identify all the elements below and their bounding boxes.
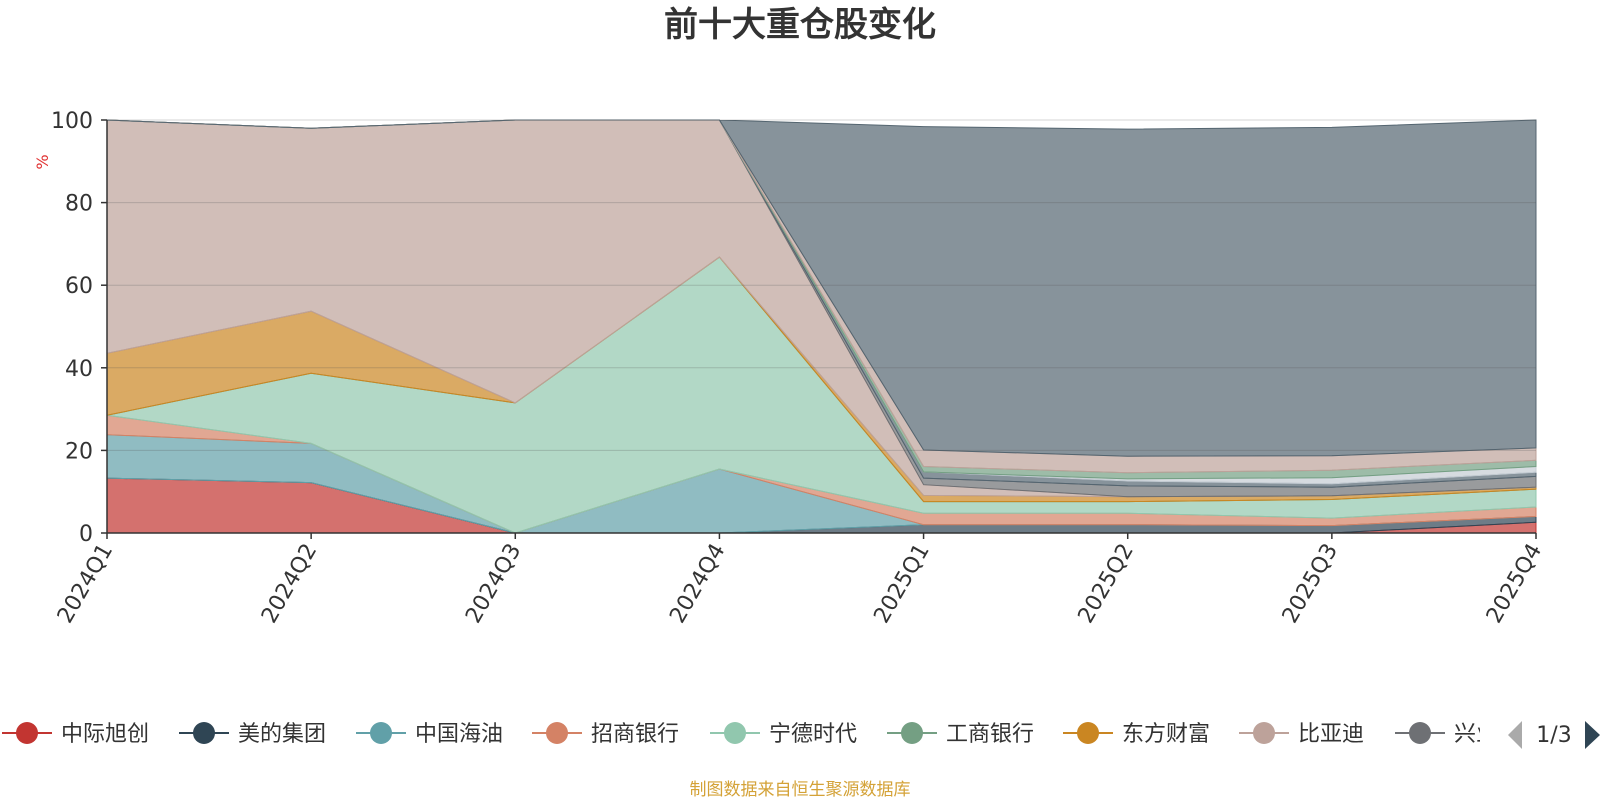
legend-label: 宁德时代 [769, 722, 857, 747]
legend-item-6[interactable]: 东方财富 [1063, 722, 1210, 747]
legend-item-3[interactable]: 招商银行 [532, 722, 679, 747]
legend-page-indicator: 1/3 [1536, 723, 1571, 748]
y-tick-label-1: 20 [65, 439, 93, 464]
legend: 中际旭创 美的集团 中国海油 招商银行 宁德时代 工商银行 东方财富 比亚迪 兴业银行 [2, 722, 1542, 747]
legend-marker-icon [901, 722, 923, 744]
legend-marker-icon [1409, 722, 1431, 744]
x-tick-label-6: 2025Q3 [1278, 540, 1343, 628]
legend-item-0[interactable]: 中际旭创 [2, 722, 149, 747]
plot-area [106, 119, 1537, 534]
legend-next-icon[interactable] [1585, 721, 1600, 749]
legend-item-5[interactable]: 工商银行 [887, 722, 1034, 747]
legend-label: 美的集团 [238, 722, 326, 747]
legend-label: 招商银行 [591, 722, 679, 747]
chart-title: 前十大重仓股变化 [664, 5, 936, 45]
x-tick-label-1: 2024Q2 [257, 540, 322, 628]
y-tick-label-4: 80 [65, 192, 93, 217]
y-tick-label-5: 100 [51, 109, 93, 134]
grid [107, 119, 1536, 534]
legend-label: 中际旭创 [61, 722, 149, 747]
y-tick-label-0: 0 [79, 522, 93, 547]
legend-label: 中国海油 [415, 722, 503, 747]
x-tick-label-7: 2025Q4 [1482, 540, 1547, 628]
y-tick-label-3: 60 [65, 274, 93, 299]
legend-item-7[interactable]: 比亚迪 [1239, 722, 1364, 747]
x-tick-label-5: 2025Q2 [1074, 540, 1139, 628]
legend-item-1[interactable]: 美的集团 [179, 722, 326, 747]
legend-marker-icon [370, 722, 392, 744]
x-tick-label-0: 2024Q1 [53, 540, 118, 628]
legend-marker-icon [546, 722, 568, 744]
legend-marker-icon [1253, 722, 1275, 744]
y-tick-label-2: 40 [65, 357, 93, 382]
y-axis-unit-label: % [33, 154, 52, 169]
legend-marker-icon [1077, 722, 1099, 744]
x-tick-label-4: 2025Q1 [869, 540, 934, 628]
legend-item-8[interactable]: 兴业银行 [1395, 722, 1542, 747]
legend-item-2[interactable]: 中国海油 [356, 722, 503, 747]
legend-pager: 1/3 [1508, 721, 1600, 749]
legend-marker-icon [16, 722, 38, 744]
legend-label: 比亚迪 [1298, 722, 1364, 747]
legend-marker-icon [724, 722, 746, 744]
legend-item-4[interactable]: 宁德时代 [710, 722, 857, 747]
x-tick-label-2: 2024Q3 [461, 540, 526, 628]
area-series-13 [106, 119, 1537, 457]
legend-label: 东方财富 [1122, 722, 1210, 747]
legend-marker-icon [193, 722, 215, 744]
legend-prev-icon[interactable] [1508, 721, 1522, 749]
legend-label: 工商银行 [946, 722, 1034, 747]
x-tick-label-3: 2024Q4 [665, 540, 730, 628]
legend-label: 兴业银行 [1454, 722, 1542, 747]
source-note: 制图数据来自恒生聚源数据库 [690, 780, 911, 800]
